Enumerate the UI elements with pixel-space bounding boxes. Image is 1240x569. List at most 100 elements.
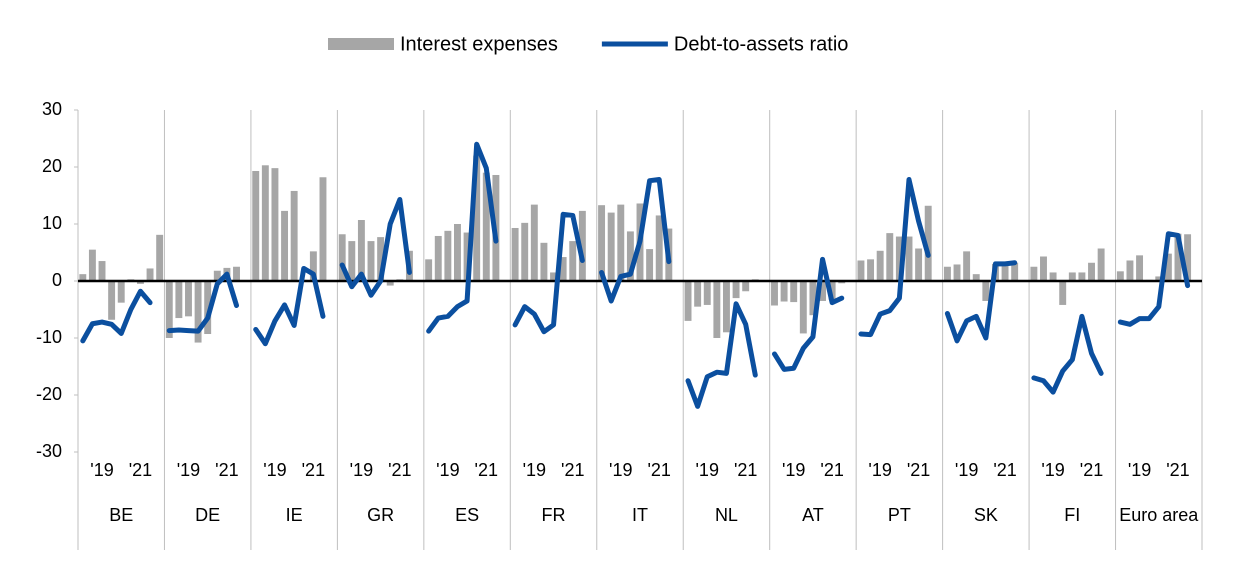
bar — [175, 281, 183, 319]
bar — [626, 231, 634, 281]
x-tick-label: '21 — [561, 460, 584, 480]
group-label: FI — [1064, 505, 1081, 525]
bar — [463, 232, 471, 281]
bar — [819, 281, 826, 301]
bar — [895, 236, 903, 281]
bar — [261, 165, 269, 281]
bar — [357, 220, 365, 281]
group-label: Euro area — [1119, 505, 1199, 525]
bar — [1068, 272, 1076, 281]
bar — [1088, 262, 1095, 281]
bar — [204, 281, 212, 335]
x-tick-label: '19 — [350, 460, 373, 480]
bar — [444, 230, 452, 281]
bar — [703, 281, 711, 305]
group-label-box: PT — [888, 505, 911, 525]
bar — [617, 204, 625, 281]
bar — [742, 281, 750, 292]
bar — [972, 274, 980, 281]
bar — [88, 249, 96, 281]
bar — [98, 261, 106, 281]
bar — [809, 281, 817, 316]
bar — [723, 281, 730, 333]
bar — [655, 215, 663, 281]
bar — [473, 155, 481, 281]
bar — [338, 234, 346, 281]
group-label: SK — [973, 505, 998, 525]
bar — [271, 168, 279, 281]
group-label-box: Euro area — [1119, 505, 1199, 525]
x-tick-label: '19 — [90, 460, 113, 480]
group-label-box: GR — [367, 505, 395, 525]
bar — [1059, 281, 1067, 305]
x-tick-label: '21 — [475, 460, 498, 480]
bar — [646, 249, 654, 281]
bar — [511, 227, 519, 281]
bar — [434, 235, 442, 281]
legend-label: Interest expenses — [400, 33, 558, 55]
x-tick-label: '19 — [609, 460, 632, 480]
group-label-box: BE — [109, 505, 133, 525]
x-tick-label: '19 — [177, 460, 200, 480]
bar — [530, 204, 538, 281]
bar — [780, 281, 788, 302]
bar — [281, 210, 289, 281]
group-label-box: AT — [802, 505, 824, 525]
bar — [165, 281, 173, 338]
x-tick-label: '21 — [907, 460, 930, 480]
bar — [233, 266, 240, 281]
bar — [213, 270, 221, 281]
bar — [915, 248, 923, 281]
bar — [454, 224, 461, 281]
bar — [386, 281, 394, 286]
bar — [886, 233, 894, 281]
bar — [867, 259, 875, 281]
bar — [876, 250, 884, 281]
bar — [598, 205, 606, 281]
bar — [1097, 248, 1105, 281]
x-tick-label: '19 — [1128, 460, 1151, 480]
group-label: IT — [631, 505, 648, 525]
y-tick-label: -10 — [36, 327, 62, 347]
bar — [367, 241, 375, 281]
x-tick-label: '19 — [263, 460, 286, 480]
group-label-box: IE — [286, 505, 303, 525]
group-label-box: SK — [973, 505, 998, 525]
bar — [540, 242, 548, 281]
x-tick-label: '21 — [647, 460, 670, 480]
bar — [732, 281, 740, 299]
group-label: GR — [367, 505, 395, 525]
x-tick-label: '21 — [215, 460, 238, 480]
y-tick-label: 10 — [42, 213, 62, 233]
group-label: AT — [802, 505, 824, 525]
bar — [1136, 255, 1144, 281]
bar — [348, 241, 356, 281]
x-tick-label: '19 — [523, 460, 546, 480]
x-tick-label: '19 — [782, 460, 805, 480]
group-label-box: FI — [1064, 505, 1081, 525]
bar — [607, 212, 615, 281]
bar — [319, 177, 327, 281]
bar — [521, 222, 529, 281]
bar — [857, 260, 865, 281]
bar — [117, 281, 125, 303]
bar — [1126, 260, 1134, 281]
x-tick-label: '19 — [1041, 460, 1064, 480]
bar — [1155, 276, 1163, 281]
bar — [694, 281, 702, 307]
group-label-box: DE — [195, 505, 220, 525]
x-tick-label: '19 — [955, 460, 978, 480]
x-tick-label: '21 — [129, 460, 152, 480]
bar — [799, 281, 807, 334]
x-tick-label: '21 — [302, 460, 325, 480]
y-tick-label: 0 — [52, 270, 62, 290]
bar — [963, 251, 971, 281]
bar — [156, 234, 164, 281]
y-tick-label: -30 — [36, 441, 62, 461]
group-label: FR — [541, 505, 566, 525]
bar — [943, 266, 951, 281]
bar — [924, 205, 932, 281]
bar — [1040, 256, 1047, 281]
bar — [559, 257, 567, 281]
x-tick-label: '21 — [1166, 460, 1189, 480]
